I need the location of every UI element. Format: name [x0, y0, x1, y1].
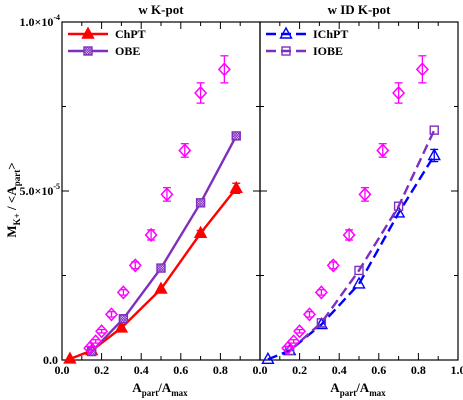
data-point: [429, 125, 439, 135]
data-point: [195, 198, 206, 208]
data-point: [261, 351, 275, 365]
data-point: [314, 317, 329, 330]
data-point: [229, 180, 243, 193]
data-point: [231, 131, 241, 141]
x-tick-label: 0.8: [213, 363, 228, 377]
x-tick-label: 0.6: [173, 363, 188, 377]
legend-label: IChPT: [313, 27, 348, 41]
data-point: [63, 351, 77, 364]
data-point: [342, 227, 356, 243]
data-point: [415, 62, 429, 77]
legend-label: ChPT: [115, 27, 146, 41]
data-point: [193, 225, 208, 238]
legend-label: OBE: [115, 44, 140, 58]
data-point: [144, 227, 158, 243]
data-point: [391, 205, 406, 218]
data-point: [352, 276, 366, 289]
data-point: [104, 307, 119, 322]
data-point: [89, 334, 103, 349]
legend-marker: [83, 46, 93, 56]
x-tick-label: 0.2: [94, 363, 109, 377]
data-point: [302, 307, 317, 322]
data-point: [160, 187, 174, 202]
legend-marker: [279, 26, 293, 39]
series-line: [288, 129, 436, 352]
x-tick-label: 1.0: [451, 363, 463, 377]
x-tick-label: 0.4: [134, 363, 149, 377]
data-point: [376, 143, 390, 158]
data-point: [116, 285, 130, 300]
y-tick-label: 0.0: [43, 353, 58, 367]
data-point: [83, 341, 97, 356]
y-tick-label: 1.0×10-4: [19, 13, 60, 29]
legend-label: IOBE: [313, 44, 343, 58]
data-point: [281, 341, 295, 356]
data-point: [392, 85, 406, 101]
data-point: [95, 324, 109, 339]
data-point: [326, 258, 340, 273]
x-tick-label: 0.0: [55, 363, 70, 377]
data-point: [154, 281, 168, 294]
panel-left: w K-pot 0.0 0.2 0.4 0.6 0.8 0.0 5.0×10-5 1.0×10-…: [19, 2, 261, 377]
data-point: [156, 263, 166, 273]
x-tick-label: 0.4: [332, 363, 347, 377]
data-point: [178, 143, 192, 158]
x-tick-label: 0.0: [253, 363, 268, 377]
x-tick-label: 0.8: [411, 363, 426, 377]
data-point: [128, 258, 142, 273]
data-point: [217, 62, 231, 77]
data-point: [354, 265, 364, 276]
panel-right: w ID K-pot 0.0 0.2 0.4 0.6 0.8 1.0 IChPT IOBE: [253, 2, 463, 377]
data-point: [314, 285, 328, 300]
data-point: [118, 314, 129, 324]
data-point: [287, 334, 301, 349]
data-point: [427, 148, 441, 161]
legend-marker: [281, 46, 291, 56]
data-point: [316, 318, 327, 328]
plot-frame: [61, 21, 261, 361]
x-tick-label: 0.6: [371, 363, 386, 377]
data-point: [358, 187, 372, 202]
panel-title: w K-pot: [138, 2, 184, 17]
x-axis-label-left: Apart/Amax: [132, 380, 188, 398]
y-tick-label: 5.0×10-5: [19, 182, 60, 198]
plot-frame: [259, 21, 459, 361]
panel-title: w ID K-pot: [328, 2, 392, 17]
data-point: [114, 320, 129, 333]
data-point: [293, 324, 307, 339]
x-axis-label-right: Apart/Amax: [330, 380, 386, 398]
data-point: [393, 201, 404, 211]
x-tick-label: 0.2: [292, 363, 307, 377]
data-point: [194, 85, 208, 101]
series-line: [69, 187, 238, 361]
legend-marker: [81, 26, 95, 39]
y-axis-label: MK+ / <Apart>: [4, 162, 22, 237]
